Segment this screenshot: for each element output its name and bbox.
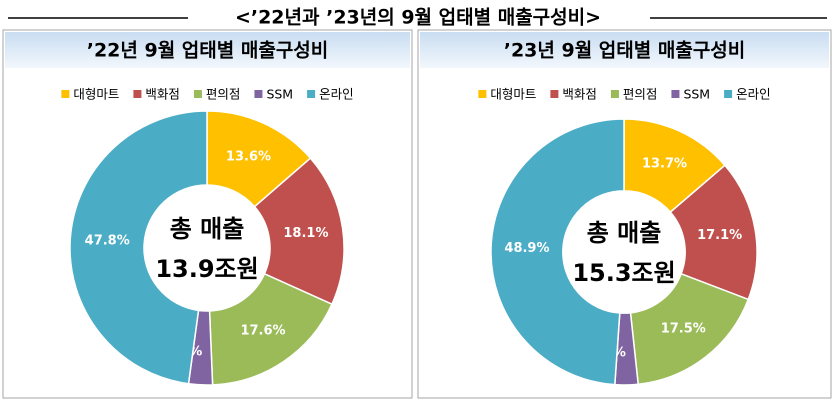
legend-label: 온라인 <box>736 87 771 102</box>
center-label: 총 매출 <box>587 219 662 247</box>
center-value: 13.9조원 <box>155 255 258 283</box>
legend-swatch <box>724 90 733 98</box>
slice-label: 18.1% <box>283 226 328 241</box>
slice-label: 17.5% <box>661 321 706 336</box>
donut-hole <box>143 184 271 312</box>
center-label: 총 매출 <box>170 215 245 243</box>
slice-label: 13.6% <box>226 149 271 164</box>
panel-header <box>5 32 410 68</box>
panel-header <box>420 32 829 68</box>
legend-swatch <box>610 90 619 98</box>
donut-hole <box>562 190 686 314</box>
panel-title: ’23년 9월 업태별 매출구성비 <box>504 40 746 62</box>
legend-swatch <box>61 90 70 98</box>
panel-title: ’22년 9월 업태별 매출구성비 <box>87 40 329 62</box>
page-title: <’22년과 ’23년의 9월 업태별 매출구성비> <box>235 7 601 29</box>
legend-label: SSM <box>266 87 293 102</box>
slice-label: 13.7% <box>642 156 687 171</box>
legend-swatch <box>193 90 202 98</box>
slice-label: 47.8% <box>85 234 130 249</box>
donut-slice <box>490 118 625 386</box>
panel-border <box>417 29 832 399</box>
slice-label: 17.6% <box>240 323 285 338</box>
legend-swatch <box>671 90 680 98</box>
legend-swatch <box>478 90 487 98</box>
legend-swatch <box>550 90 559 98</box>
legend-swatch <box>254 90 263 98</box>
slice-label: 48.9% <box>504 241 549 256</box>
legend-label: SSM <box>683 87 710 102</box>
legend-label: 편의점 <box>623 87 658 102</box>
legend-label: 온라인 <box>319 87 354 102</box>
legend-label: 편의점 <box>206 87 241 102</box>
legend-swatch <box>307 90 316 98</box>
donut-slice <box>69 110 208 385</box>
legend-label: 백화점 <box>145 87 180 102</box>
slice-label: 17.1% <box>697 228 742 243</box>
legend-label: 대형마트 <box>73 87 119 102</box>
panel-border <box>2 29 413 399</box>
center-value: 15.3조원 <box>572 259 675 287</box>
legend-label: 백화점 <box>562 87 597 102</box>
legend-swatch <box>133 90 142 98</box>
legend-label: 대형마트 <box>490 87 536 102</box>
